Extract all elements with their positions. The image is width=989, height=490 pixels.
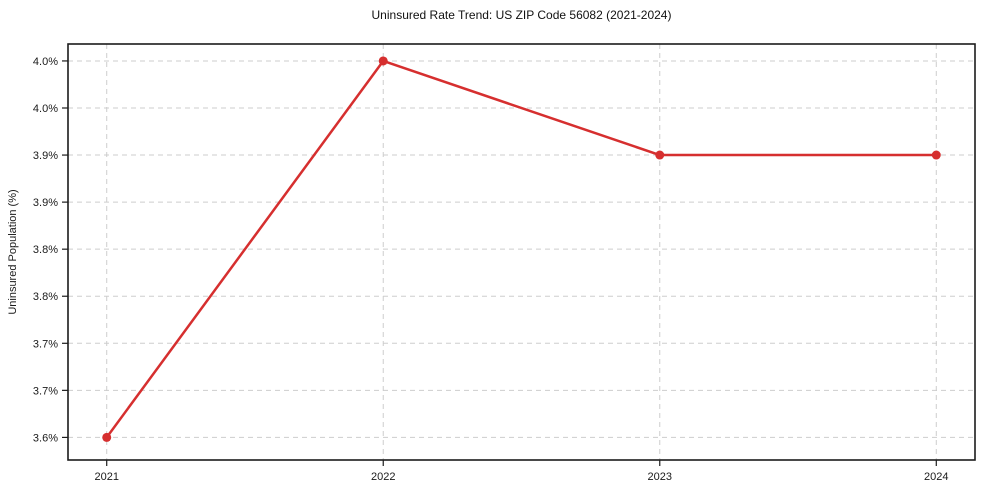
y-tick-label: 3.7% <box>33 385 58 397</box>
data-point <box>931 150 941 160</box>
x-tick-label: 2022 <box>371 471 395 483</box>
x-tick-label: 2023 <box>648 471 672 483</box>
y-tick-label: 3.8% <box>33 291 58 303</box>
y-tick-label: 3.8% <box>33 244 58 256</box>
plot-background <box>68 44 975 460</box>
chart-title: Uninsured Rate Trend: US ZIP Code 56082 … <box>371 8 672 22</box>
x-tick-label: 2021 <box>94 471 118 483</box>
x-tick-label: 2024 <box>924 471 948 483</box>
y-tick-label: 3.6% <box>33 432 58 444</box>
y-tick-label: 3.9% <box>33 197 58 209</box>
y-tick-label: 4.0% <box>33 56 58 68</box>
plot-border <box>67 43 976 461</box>
trend-line <box>105 59 938 439</box>
data-point <box>102 432 112 442</box>
data-point <box>378 56 388 66</box>
data-point <box>655 150 665 160</box>
y-tick-label: 3.7% <box>33 338 58 350</box>
y-tick-label: 3.9% <box>33 150 58 162</box>
y-tick-label: 4.0% <box>33 103 58 115</box>
